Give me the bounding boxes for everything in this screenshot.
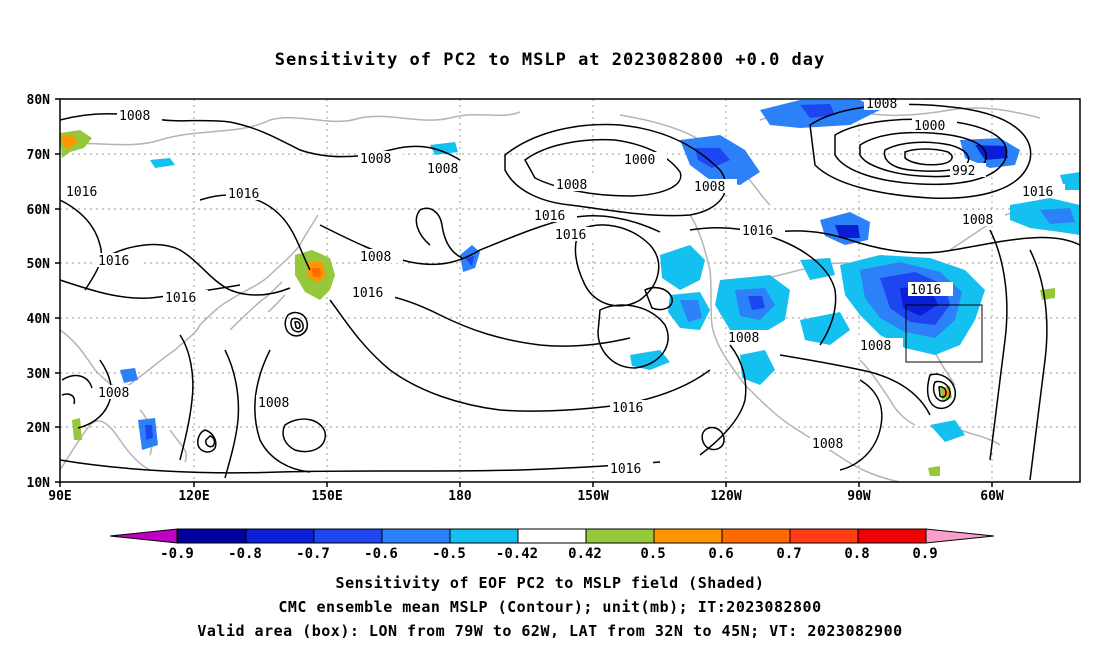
lon-label: 60W — [980, 489, 1004, 504]
lon-label: 180 — [448, 489, 472, 504]
contour-label: 1016 — [910, 283, 941, 298]
colorbar-swatch — [381, 528, 451, 544]
contour-label: 1008 — [119, 109, 150, 124]
contour-label: 1016 — [742, 224, 773, 239]
colorbar-label: -0.6 — [364, 546, 398, 562]
lon-label: 150W — [577, 489, 608, 504]
colorbar-label: 0.42 — [568, 546, 602, 562]
contour-label: 1008 — [728, 331, 759, 346]
contour-label: 1008 — [694, 180, 725, 195]
contour-label: 1016 — [610, 462, 641, 477]
colorbar-labels: -0.9 -0.8 -0.7 -0.6 -0.5 -0.42 0.42 0.5 … — [160, 546, 938, 562]
lat-label: 70N — [27, 148, 51, 163]
colorbar-swatch — [857, 528, 927, 544]
lat-label: 30N — [27, 367, 51, 382]
contour-label: 1008 — [866, 97, 897, 112]
colorbar-label: 0.6 — [708, 546, 733, 562]
caption-line-3: Valid area (box): LON from 79W to 62W, L… — [197, 622, 903, 640]
colorbar-arrow-high — [925, 528, 995, 544]
contour-label: 1008 — [860, 339, 891, 354]
colorbar-label: 0.7 — [776, 546, 801, 562]
contour-label: 1016 — [352, 286, 383, 301]
colorbar-swatch — [585, 528, 655, 544]
contour-label: 1008 — [427, 162, 458, 177]
lon-label: 90E — [48, 489, 71, 504]
contour-label: 1008 — [360, 152, 391, 167]
contour-label: 1016 — [98, 254, 129, 269]
lat-label: 60N — [27, 203, 51, 218]
colorbar-label: -0.8 — [228, 546, 262, 562]
mslp-contours — [59, 103, 1081, 481]
lon-label: 90W — [847, 489, 871, 504]
lat-label: 40N — [27, 312, 51, 327]
colorbar-swatch — [177, 528, 247, 544]
lon-label: 120E — [178, 489, 209, 504]
contour-label: 1008 — [258, 396, 289, 411]
contour-label: 1008 — [98, 386, 129, 401]
contour-label: 1000 — [914, 119, 945, 134]
map-frame — [59, 98, 1081, 483]
contour-label: 1016 — [612, 401, 643, 416]
contour-label: 1008 — [962, 213, 993, 228]
contour-label: 1000 — [624, 153, 655, 168]
caption-line-2: CMC ensemble mean MSLP (Contour); unit(m… — [278, 598, 822, 616]
lat-labels: 80N 70N 60N 50N 40N 30N 20N 10N — [27, 93, 51, 491]
lon-labels: 90E 120E 150E 180 150W 120W 90W 60W — [48, 489, 1004, 504]
colorbar-swatch — [721, 528, 791, 544]
colorbar-swatch — [653, 528, 723, 544]
contour-label: 1008 — [556, 178, 587, 193]
valid-area-box — [905, 304, 983, 363]
lon-label: 150E — [311, 489, 342, 504]
colorbar-label: -0.42 — [496, 546, 538, 562]
colorbar-swatch — [313, 528, 383, 544]
contour-label: 1016 — [165, 291, 196, 306]
colorbar-label: 0.5 — [640, 546, 665, 562]
contour-label: 1016 — [66, 185, 97, 200]
colorbar-swatch — [789, 528, 859, 544]
map-panel: 1008 1008 1008 1008 1000 1000 992 1016 1… — [27, 93, 1081, 504]
colorbar-label: 0.8 — [844, 546, 869, 562]
colorbar-label: 0.9 — [912, 546, 937, 562]
lat-label: 50N — [27, 257, 51, 272]
contour-label: 1008 — [812, 437, 843, 452]
contour-label: 1016 — [555, 228, 586, 243]
colorbar-label: -0.5 — [432, 546, 466, 562]
contour-label: 1016 — [534, 209, 565, 224]
colorbar — [109, 528, 995, 544]
colorbar-swatch — [245, 528, 315, 544]
lat-label: 10N — [27, 476, 51, 491]
colorbar-arrow-low — [109, 528, 178, 544]
tick-marks — [55, 98, 993, 487]
contour-label: 1016 — [228, 187, 259, 202]
colorbar-label: -0.7 — [296, 546, 330, 562]
lat-label: 20N — [27, 421, 51, 436]
colorbar-swatch — [449, 528, 519, 544]
contour-label: 992 — [952, 164, 975, 179]
contour-label: 1016 — [1022, 185, 1053, 200]
lat-label: 80N — [27, 93, 51, 108]
contour-label: 1008 — [360, 250, 391, 265]
lon-label: 120W — [710, 489, 741, 504]
caption-line-1: Sensitivity of EOF PC2 to MSLP field (Sh… — [335, 574, 765, 592]
map-title: Sensitivity of PC2 to MSLP at 2023082800… — [274, 50, 826, 70]
colorbar-label: -0.9 — [160, 546, 194, 562]
contour-labels: 1008 1008 1008 1008 1000 1000 992 1016 1… — [64, 96, 1065, 477]
colorbar-swatch — [517, 528, 587, 544]
